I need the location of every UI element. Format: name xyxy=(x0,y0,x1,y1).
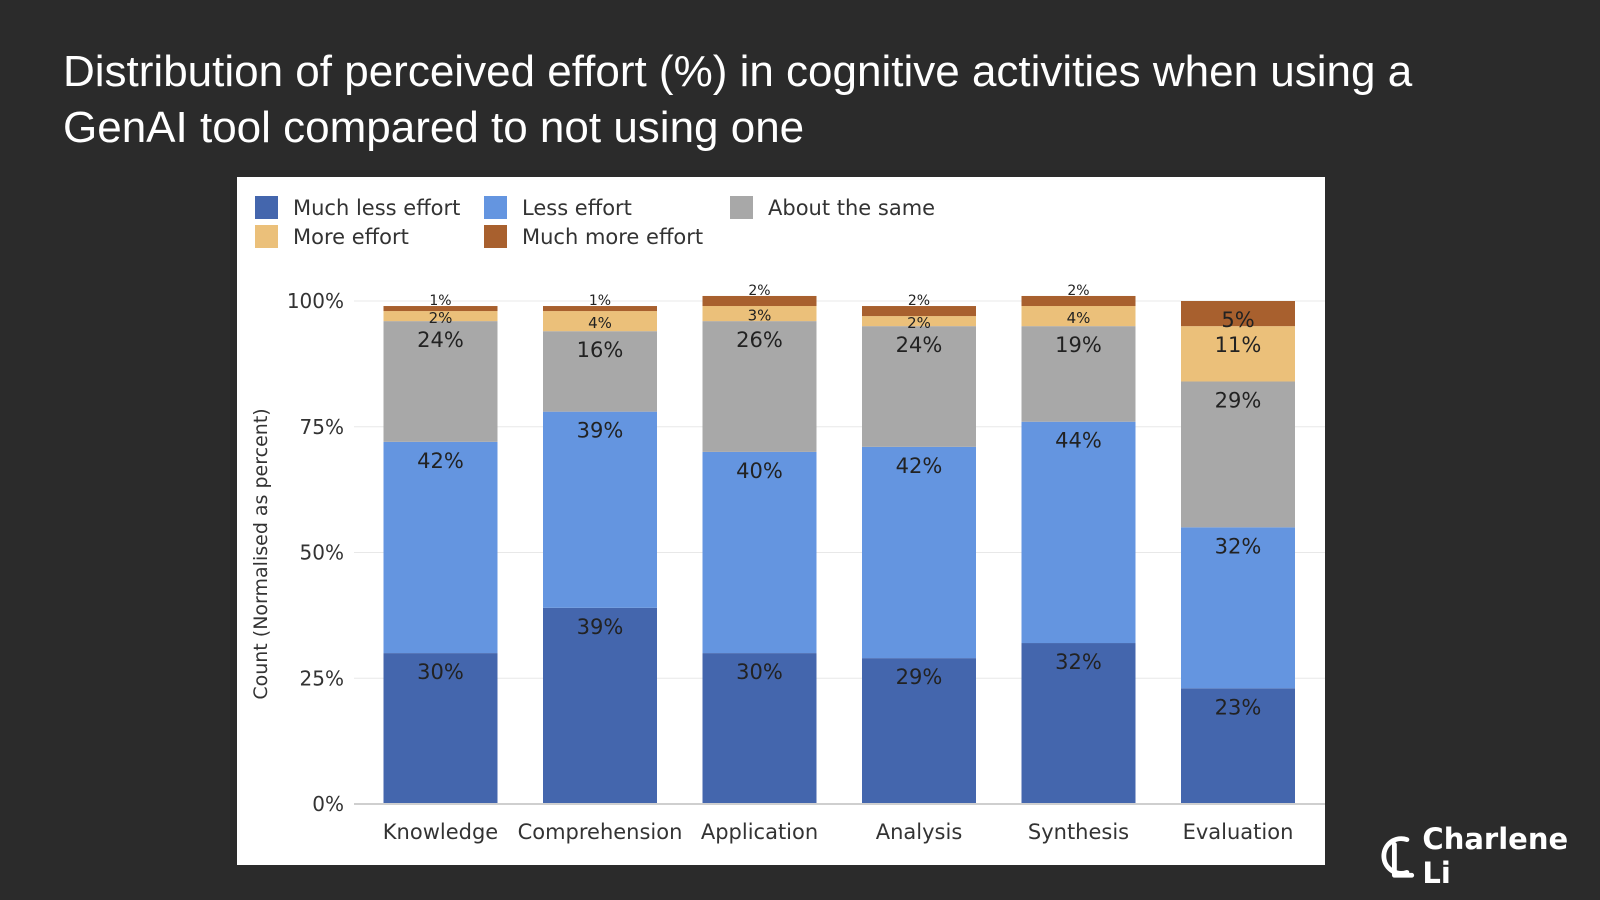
stacked-bar-chart: Much less effort Less effort About the sam… xyxy=(250,196,1325,844)
bar-value-label: 42% xyxy=(896,454,943,478)
bar-value-label: 19% xyxy=(1055,333,1102,357)
bar-segment xyxy=(383,321,498,442)
bar-segment xyxy=(702,295,817,307)
legend-label: Less effort xyxy=(522,196,632,220)
bar-segment xyxy=(1181,301,1295,327)
bar-value-label: 11% xyxy=(1215,333,1262,357)
bar-value-label: 2% xyxy=(429,309,453,327)
bar-value-label: 23% xyxy=(1215,695,1262,719)
bar-value-label: 30% xyxy=(736,660,783,684)
chart-data-labels: 30%42%24%2%1%39%39%16%4%1%30%40%26%3%2%2… xyxy=(417,283,1261,719)
bar-segment xyxy=(862,658,976,804)
bar-segment xyxy=(702,321,817,452)
bar-segment xyxy=(862,326,976,447)
bar-value-label: 29% xyxy=(896,665,943,689)
bar-value-label: 3% xyxy=(748,307,772,325)
bar-value-label: 4% xyxy=(588,314,612,332)
bar-value-label: 1% xyxy=(589,293,611,309)
bar-value-label: 2% xyxy=(908,293,930,309)
x-tick-label: Analysis xyxy=(876,820,963,844)
bar-segment xyxy=(543,607,657,804)
bar-segment xyxy=(702,451,817,654)
y-tick-label: 100% xyxy=(287,289,344,313)
bar-value-label: 32% xyxy=(1055,650,1102,674)
bar-value-label: 26% xyxy=(736,328,783,352)
bar-segment xyxy=(702,306,817,322)
bar-segment xyxy=(1181,326,1295,382)
bar-segment xyxy=(862,306,976,317)
x-tick-label: Comprehension xyxy=(518,820,683,844)
chart-legend: Much less effort Less effort About the sam… xyxy=(255,196,935,249)
chart-panel: Much less effort Less effort About the sam… xyxy=(237,177,1325,865)
bar-value-label: 4% xyxy=(1067,309,1091,327)
y-axis-title: Count (Normalised as percent) xyxy=(250,408,272,699)
bar-segment xyxy=(862,316,976,327)
chart-gridlines xyxy=(354,300,1325,679)
bar-segment xyxy=(1181,381,1295,528)
bar-segment xyxy=(1181,688,1295,804)
legend-label: Much less effort xyxy=(293,196,460,220)
bar-segment xyxy=(1021,326,1136,422)
bar-segment xyxy=(383,311,498,322)
bar-segment xyxy=(1021,295,1136,307)
bar-segment xyxy=(383,441,498,654)
legend-swatch xyxy=(255,196,278,219)
bar-value-label: 2% xyxy=(1067,283,1089,299)
x-tick-label: Knowledge xyxy=(383,820,498,844)
y-tick-label: 50% xyxy=(300,541,344,565)
bar-value-label: 29% xyxy=(1215,388,1262,412)
y-tick-label: 75% xyxy=(300,415,344,439)
legend-swatch xyxy=(255,225,278,248)
bar-segment xyxy=(702,653,817,804)
bar-value-label: 32% xyxy=(1215,534,1262,558)
bar-value-label: 44% xyxy=(1055,429,1102,453)
bar-segment xyxy=(1181,527,1295,689)
slide-title: Distribution of perceived effort (%) in … xyxy=(63,47,1413,152)
legend-swatch xyxy=(730,196,753,219)
bar-value-label: 1% xyxy=(429,293,451,309)
chart-bars xyxy=(383,295,1295,804)
legend-label: Much more effort xyxy=(522,225,703,249)
x-tick-label: Synthesis xyxy=(1028,820,1129,844)
x-tick-label: Application xyxy=(701,820,818,844)
charlene-li-logo-icon xyxy=(1381,836,1415,878)
y-tick-label: 25% xyxy=(300,666,344,690)
bar-segment xyxy=(1021,421,1136,644)
chart-axes: 0% 25% 50% 75% 100% Count (Normalised as perc… xyxy=(250,289,1325,844)
bar-value-label: 16% xyxy=(577,338,624,362)
bar-value-label: 39% xyxy=(577,419,624,443)
legend-label: About the same xyxy=(768,196,935,220)
bar-segment xyxy=(543,311,657,332)
bar-value-label: 42% xyxy=(417,449,464,473)
bar-segment xyxy=(1021,306,1136,327)
brand-name: Charlene Li xyxy=(1422,822,1569,890)
bar-value-label: 2% xyxy=(907,314,931,332)
brand-logo: Charlene Li xyxy=(1378,822,1600,890)
bar-value-label: 24% xyxy=(417,328,464,352)
bar-value-label: 24% xyxy=(896,333,943,357)
bar-segment xyxy=(543,411,657,608)
bar-segment xyxy=(862,446,976,659)
bar-value-label: 40% xyxy=(736,459,783,483)
bar-value-label: 2% xyxy=(748,283,770,299)
legend-swatch xyxy=(484,225,507,248)
bar-segment xyxy=(543,306,657,312)
legend-swatch xyxy=(484,196,507,219)
bar-value-label: 5% xyxy=(1221,308,1254,332)
bar-value-label: 30% xyxy=(417,660,464,684)
y-tick-label: 0% xyxy=(312,792,344,816)
x-tick-label: Evaluation xyxy=(1183,820,1294,844)
bar-value-label: 39% xyxy=(577,615,624,639)
bar-segment xyxy=(1021,643,1136,804)
bar-segment xyxy=(383,653,498,804)
bar-segment xyxy=(543,331,657,412)
bar-segment xyxy=(383,306,498,312)
legend-label: More effort xyxy=(293,225,409,249)
